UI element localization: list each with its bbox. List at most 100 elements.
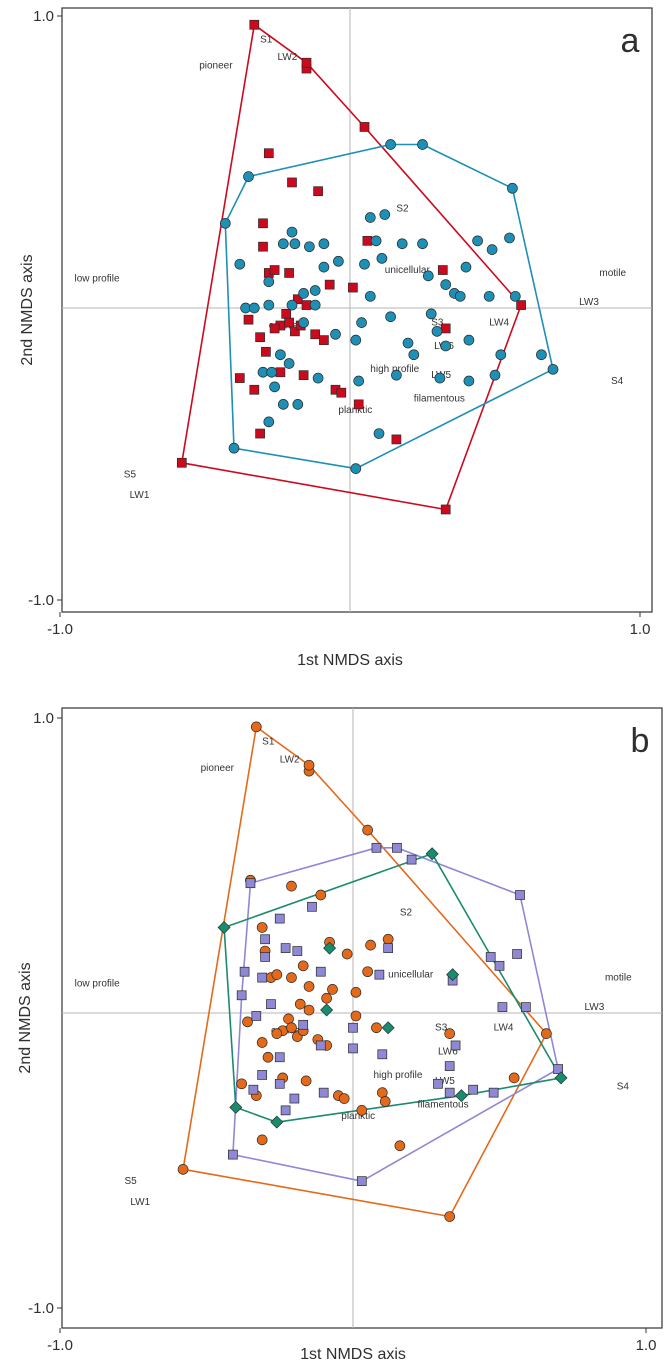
data-point — [425, 847, 439, 861]
data-point — [303, 981, 315, 992]
data-point — [553, 1064, 563, 1074]
data-point — [269, 323, 280, 334]
data-point — [495, 349, 507, 361]
data-point — [236, 1078, 248, 1090]
data-point — [271, 969, 283, 981]
data-point — [374, 969, 385, 980]
data-point — [371, 1022, 382, 1034]
data-point — [289, 238, 301, 250]
data-point — [497, 1002, 508, 1012]
data-point — [512, 949, 522, 959]
data-point — [379, 209, 391, 220]
y-axis-title: 2nd NMDS axis — [17, 962, 34, 1073]
data-point — [468, 1084, 478, 1095]
data-point — [362, 966, 373, 978]
data-point — [303, 759, 315, 771]
data-point — [494, 960, 505, 971]
data-point — [320, 1003, 334, 1017]
ordination-label: motile — [605, 973, 632, 984]
data-point — [266, 999, 276, 1010]
data-point — [260, 952, 270, 962]
data-point — [440, 340, 452, 352]
data-point — [472, 235, 483, 247]
data-point — [318, 1087, 329, 1098]
data-point — [274, 913, 285, 924]
data-point — [277, 238, 289, 250]
ordination-label: LW2 — [280, 754, 300, 765]
data-point — [406, 854, 417, 865]
data-point — [263, 148, 274, 159]
data-point — [422, 270, 434, 282]
data-point — [228, 442, 240, 454]
data-point — [243, 171, 254, 182]
data-point — [509, 290, 521, 302]
panel-a: 1.0 -1.0 -1.0 1.0 1st NMDS axis 2nd NMDS axis… — [19, 7, 653, 669]
ordination-label: LW5 — [435, 1076, 455, 1087]
data-point — [239, 966, 250, 977]
data-point — [364, 290, 376, 302]
plot-frame — [61, 7, 653, 613]
data-point — [370, 235, 382, 247]
data-point — [541, 1028, 552, 1040]
ordination-label: unicellular — [388, 970, 434, 981]
ordination-label: low profile — [75, 274, 120, 285]
data-point — [460, 261, 472, 273]
data-point — [377, 1049, 388, 1060]
data-point — [446, 968, 460, 982]
data-point — [290, 326, 300, 337]
data-point — [385, 139, 396, 150]
data-point — [338, 1093, 350, 1104]
ordination-label: filamentous — [417, 1099, 468, 1110]
panel-letter: a — [621, 22, 640, 60]
x-tick-label: -1.0 — [47, 621, 73, 638]
data-point — [281, 308, 292, 319]
data-point — [362, 824, 373, 836]
ordination-label: motile — [599, 268, 626, 279]
data-point — [298, 370, 309, 381]
data-point — [256, 1134, 268, 1146]
data-point — [330, 328, 341, 340]
data-point — [286, 972, 297, 983]
ordination-label: LW3 — [584, 1002, 604, 1013]
data-point — [297, 960, 309, 972]
data-point — [303, 1004, 315, 1016]
data-point — [298, 288, 309, 299]
ordination-label: S3 — [435, 1023, 448, 1034]
y-tick-label: 1.0 — [33, 8, 54, 25]
ordination-label: LW1 — [130, 490, 150, 501]
data-point — [289, 1093, 300, 1104]
data-point — [315, 966, 326, 977]
data-point — [301, 57, 312, 68]
x-tick-label: 1.0 — [636, 1337, 657, 1354]
ordination-label: S1 — [262, 737, 275, 748]
data-point — [381, 1021, 395, 1035]
data-point — [356, 1104, 368, 1116]
data-point — [255, 428, 265, 439]
ordination-label: LW4 — [489, 318, 509, 329]
data-point — [177, 1163, 189, 1175]
data-point — [286, 299, 298, 311]
ordination-label: S1 — [260, 34, 273, 45]
data-point — [261, 346, 271, 357]
data-point — [274, 1078, 285, 1089]
data-point — [362, 235, 373, 246]
panel-b: 1.0 -1.0 -1.0 1.0 1st NMDS axis 2nd NMDS axis… — [17, 707, 663, 1362]
data-point — [298, 1019, 309, 1030]
data-point — [274, 1052, 285, 1063]
ordination-label: filamentous — [414, 393, 465, 404]
ordination-label: planktic — [341, 1111, 375, 1122]
ordination-label: S5 — [124, 469, 137, 480]
data-point — [383, 943, 394, 953]
data-point — [483, 290, 495, 302]
data-point — [515, 890, 525, 900]
data-point — [310, 329, 321, 340]
data-point — [348, 282, 358, 293]
data-point — [504, 232, 515, 244]
data-point — [283, 358, 295, 369]
data-point — [359, 258, 370, 270]
ordination-label: pioneer — [199, 61, 233, 72]
data-point — [275, 349, 286, 361]
data-point — [336, 387, 347, 398]
data-point — [536, 349, 547, 361]
data-point — [298, 317, 309, 328]
